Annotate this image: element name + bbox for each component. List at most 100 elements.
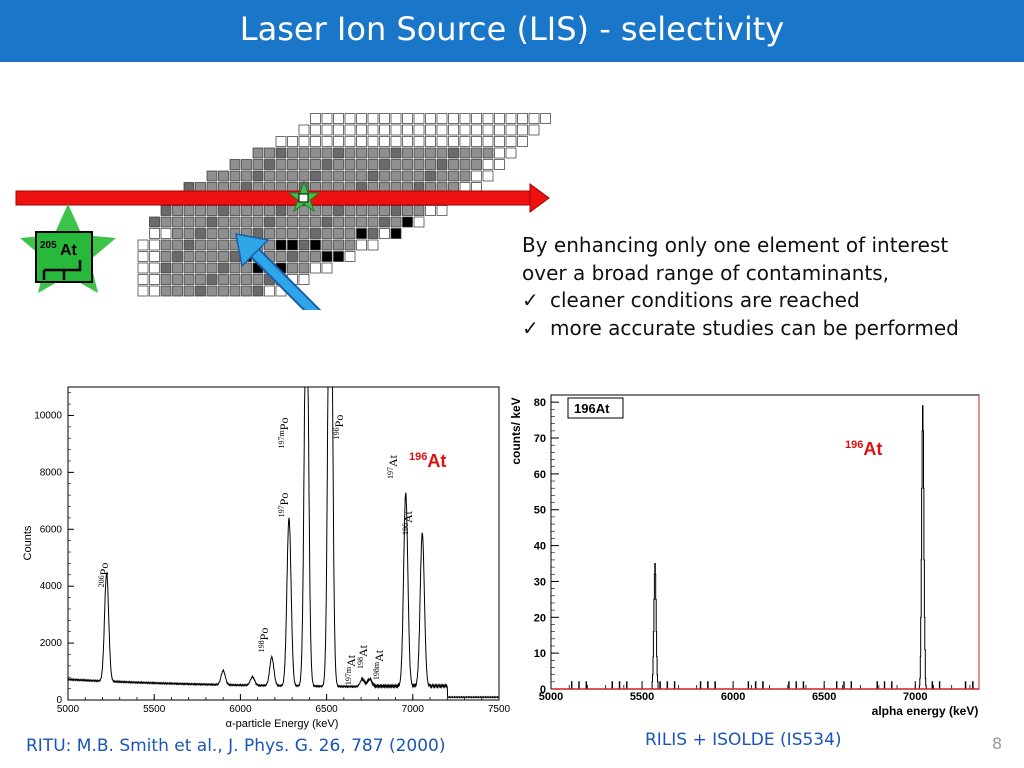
nuclide-cell [287, 262, 298, 274]
nuclide-cell [241, 262, 252, 274]
nuclide-cell [206, 216, 218, 228]
right-y-tick-label: 0 [540, 684, 546, 696]
left-peak-label: 197mPo [277, 418, 291, 449]
nuclide-cell [333, 113, 344, 124]
nuclide-cell [459, 170, 471, 182]
nuclide-cell [275, 159, 287, 170]
nuclide-cell [390, 159, 402, 170]
page-number: 8 [992, 734, 1003, 753]
nuclide-cell [379, 124, 390, 136]
title-bar: Laser Ion Source (LIS) - selectivity [0, 0, 1024, 62]
right-y-tick-label: 10 [534, 648, 546, 660]
nuclide-cell [264, 228, 275, 239]
nuclide-cell [310, 113, 321, 124]
nuclide-cell [413, 170, 425, 182]
nuclide-cell [379, 113, 390, 124]
left-peak-label: 198At [356, 644, 370, 669]
nuclide-cell [172, 285, 183, 297]
left-peak-label: 198Po [257, 628, 271, 653]
nuclide-cell [149, 216, 160, 228]
nuclide-cell [402, 170, 413, 182]
nuclide-cell [344, 251, 356, 262]
nuclide-cell [505, 136, 517, 147]
nuclide-cell [229, 205, 241, 216]
nuclide-cell [482, 136, 494, 147]
nuclide-cell [379, 205, 390, 216]
nuclide-cell [287, 147, 298, 159]
nuclide-cell [160, 285, 172, 297]
nuclide-cell [425, 136, 436, 147]
nuclide-cell [160, 274, 172, 285]
left-y-tick-label: 2000 [40, 638, 63, 649]
nuclide-cell [379, 159, 390, 170]
nuclide-cell [379, 216, 390, 228]
nuclide-cell [287, 136, 298, 147]
nuclide-cell [390, 216, 402, 228]
nuclide-cell [459, 136, 471, 147]
nuclide-cell [172, 251, 183, 262]
left-x-tick-label: 5500 [143, 704, 166, 715]
nuclide-cell [252, 216, 264, 228]
nuclide-cell [218, 285, 229, 297]
nuclide-cell [344, 205, 356, 216]
nuclide-cell [183, 262, 195, 274]
nuclide-cell [482, 113, 494, 124]
nuclide-cell [367, 216, 379, 228]
nuclide-cell [310, 124, 321, 136]
nuclide-cell [160, 205, 172, 216]
badge-mass: 205 [40, 240, 57, 251]
nuclide-cell [333, 124, 344, 136]
nuclide-cell [321, 239, 333, 251]
nuclide-cell [517, 124, 528, 136]
left-y-tick-label: 10000 [34, 410, 62, 421]
nuclide-cell [149, 262, 160, 274]
nuclide-cell [206, 262, 218, 274]
nuclide-cell [310, 170, 321, 182]
nuclide-cell [321, 113, 333, 124]
nuclide-cell [298, 170, 310, 182]
nuclide-cell [218, 170, 229, 182]
nuclide-cell [183, 251, 195, 262]
nuclide-cell [528, 124, 540, 136]
nuclide-cell [321, 170, 333, 182]
nuclide-cell [413, 159, 425, 170]
nuclide-cell [402, 205, 413, 216]
nuclide-cell [367, 228, 379, 239]
nuclide-cell [137, 285, 149, 297]
nuclide-cell [505, 124, 517, 136]
right-y-tick-label: 40 [534, 541, 546, 553]
left-peak-label: 197mAt [344, 654, 358, 685]
nuclide-cell [344, 136, 356, 147]
nuclide-cell [367, 136, 379, 147]
right-legend-text: 196At [574, 401, 610, 416]
red-isotope-arrow [15, 183, 550, 213]
nuclide-cell [287, 239, 298, 251]
nuclide-cell [333, 136, 344, 147]
nuclide-cell [425, 124, 436, 136]
nuclide-cell [528, 113, 540, 124]
nuclide-cell [229, 274, 241, 285]
nuclide-cell [356, 136, 367, 147]
left-y-tick-label: 8000 [40, 467, 63, 478]
nuclide-cell [321, 251, 333, 262]
nuclide-cell [298, 274, 310, 285]
nuclide-cell [160, 251, 172, 262]
nuclide-cell [344, 239, 356, 251]
nuclide-cell [402, 113, 413, 124]
nuclide-cell [206, 205, 218, 216]
nuclide-cell [425, 170, 436, 182]
nuclide-cell [287, 159, 298, 170]
left-spectrum-line [67, 386, 500, 699]
left-at196-label: 196At [409, 451, 446, 471]
nuclide-cell [298, 216, 310, 228]
nuclide-cell [321, 159, 333, 170]
nuclide-cell [252, 147, 264, 159]
right-y-tick-label: 20 [534, 612, 546, 624]
right-plot-frame [550, 394, 980, 690]
nuclide-cell [298, 124, 310, 136]
nuclide-cell [298, 239, 310, 251]
nuclide-cell [413, 205, 425, 216]
nuclide-cell [298, 251, 310, 262]
nuclide-cell [298, 159, 310, 170]
nuclide-cell [356, 170, 367, 182]
